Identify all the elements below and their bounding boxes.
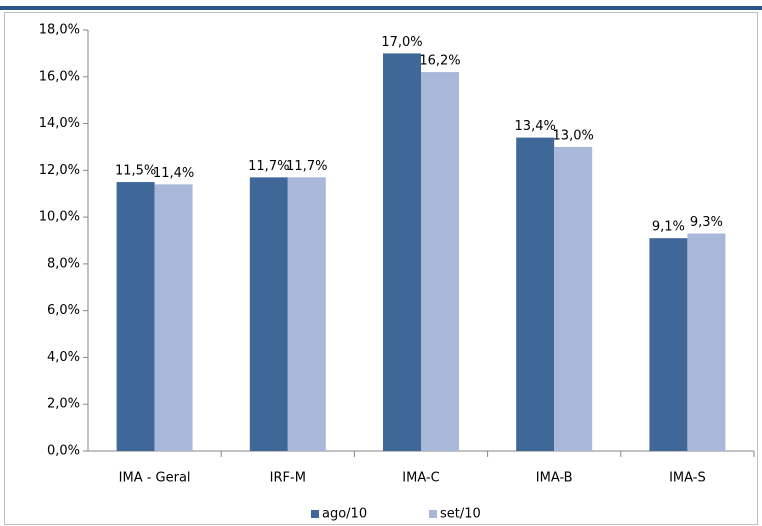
y-tick-label: 10,0% [39,210,80,225]
value-label: 13,0% [553,128,594,143]
legend-swatch [311,510,319,518]
bar [421,72,459,451]
value-label: 11,7% [248,159,289,174]
bar [649,238,688,451]
value-label: 9,1% [652,220,685,235]
legend-swatch [429,510,437,518]
x-tick-label: IMA-B [536,471,573,486]
value-label: 11,4% [153,166,194,181]
y-tick-label: 0,0% [47,444,80,459]
bar [554,146,593,451]
x-tick-label: IMA-C [402,471,439,486]
y-tick-label: 14,0% [39,116,80,131]
frame [4,12,758,525]
y-tick-label: 12,0% [39,163,80,178]
x-tick-label: IMA-S [669,471,706,486]
y-tick-label: 6,0% [47,303,80,318]
bar [154,184,193,451]
bar [116,182,155,451]
value-label: 11,5% [115,164,156,179]
value-label: 9,3% [690,215,723,230]
y-tick-label: 18,0% [39,23,80,38]
y-tick-label: 4,0% [47,350,80,365]
x-tick-label: IRF-M [270,471,306,486]
bar [383,53,421,452]
bar [687,233,726,451]
legend-label: ago/10 [322,507,367,522]
top-rule [0,6,762,10]
value-label: 13,4% [515,119,556,134]
value-label: 11,7% [286,159,327,174]
y-tick-label: 8,0% [47,256,80,271]
x-tick-label: IMA - Geral [119,471,191,486]
value-label: 16,2% [419,54,460,69]
bar [287,177,326,451]
legend-label: set/10 [440,507,481,522]
bar [249,177,288,451]
y-tick-label: 2,0% [47,397,80,412]
value-label: 17,0% [381,35,422,50]
bar [516,137,555,452]
y-tick-label: 16,0% [39,69,80,84]
